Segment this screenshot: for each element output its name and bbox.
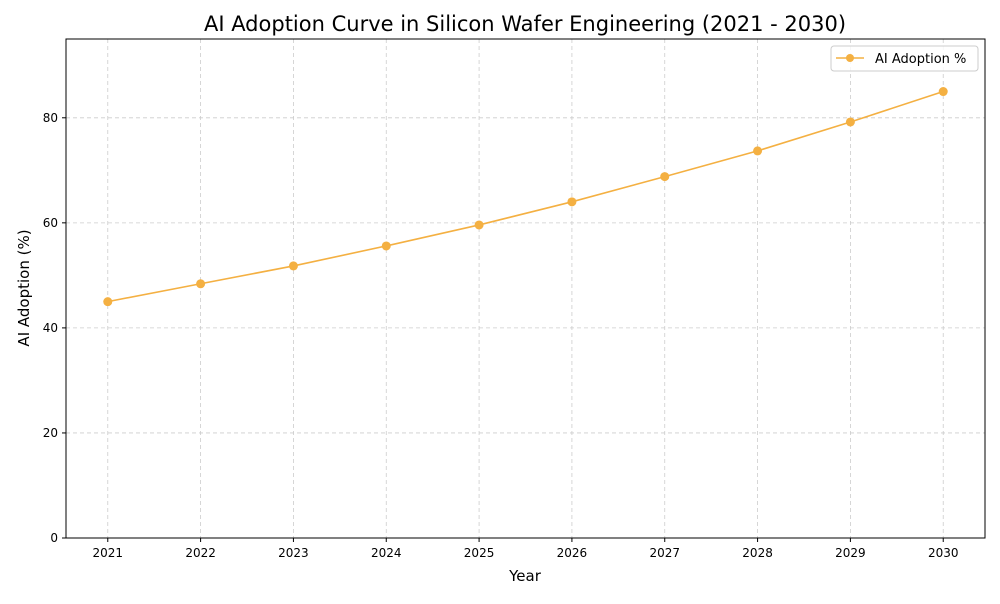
series-layer <box>103 87 948 307</box>
x-tick-label: 2023 <box>278 546 309 560</box>
x-tick-label: 2030 <box>928 546 959 560</box>
legend-label: AI Adoption % <box>875 52 966 67</box>
y-tick-label: 20 <box>43 426 58 440</box>
legend-box <box>830 45 979 72</box>
data-point <box>845 117 855 127</box>
x-axis: 2021 2022 2023 2024 2025 2026 2027 2028 2029 2030 <box>92 538 959 560</box>
y-axis-label: AI Adoption (%) <box>15 229 33 346</box>
legend-point-marker <box>846 54 854 62</box>
x-tick-label: 2027 <box>649 546 680 560</box>
data-point <box>567 197 577 207</box>
y-tick-label: 0 <box>50 531 58 545</box>
x-tick-label: 2029 <box>835 546 866 560</box>
x-tick-label: 2025 <box>464 546 495 560</box>
plot-frame <box>65 38 986 539</box>
data-point <box>474 220 484 230</box>
legend: AI Adoption % <box>830 45 979 72</box>
series-line <box>107 90 944 303</box>
y-axis: 0 20 40 60 80 <box>43 111 66 545</box>
grid <box>66 39 985 539</box>
y-tick-label: 60 <box>43 216 58 230</box>
data-point <box>103 297 113 307</box>
x-tick-label: 2022 <box>185 546 216 560</box>
data-point <box>381 241 391 251</box>
y-tick-label: 40 <box>43 321 58 335</box>
data-point <box>753 146 763 156</box>
data-point <box>288 261 298 271</box>
x-tick-label: 2024 <box>371 546 402 560</box>
data-point <box>938 87 948 97</box>
x-tick-label: 2021 <box>92 546 123 560</box>
x-tick-label: 2026 <box>557 546 588 560</box>
data-point <box>196 279 206 289</box>
y-tick-label: 80 <box>43 111 58 125</box>
data-point <box>660 172 670 182</box>
x-axis-label: Year <box>508 567 542 585</box>
x-tick-label: 2028 <box>742 546 773 560</box>
chart-title: AI Adoption Curve in Silicon Wafer Engin… <box>204 12 846 36</box>
